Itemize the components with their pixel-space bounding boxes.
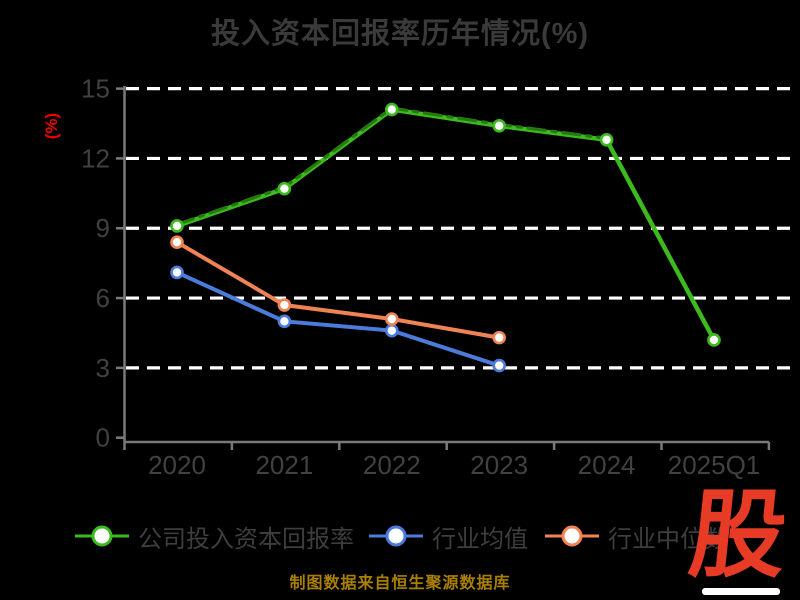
y-tick-label: 6 bbox=[96, 283, 110, 313]
chart-title: 投入资本回报率历年情况(%) bbox=[210, 18, 590, 50]
chart-legend: 公司投入资本回报率 行业均值 行业中位数 bbox=[0, 521, 800, 553]
data-source-note: 制图数据来自恒生聚源数据库 bbox=[289, 575, 511, 592]
x-tick-label-2020: 2020 bbox=[148, 450, 206, 480]
company-roic-point-2024 bbox=[599, 133, 614, 147]
stock-logo-text: 股 bbox=[684, 482, 792, 589]
industry-average-point-2020 bbox=[170, 265, 184, 280]
x-tick-label-2025Q1: 2025Q1 bbox=[668, 450, 761, 480]
y-tick-label: 0 bbox=[96, 423, 110, 453]
company-roic-point-2023 bbox=[492, 119, 507, 133]
company-roic-point-2021 bbox=[277, 181, 292, 196]
x-tick-label-2022: 2022 bbox=[363, 450, 421, 480]
industry-median-point-2022 bbox=[384, 312, 399, 326]
x-tick-label-2024: 2024 bbox=[578, 450, 636, 480]
y-tick-label: 12 bbox=[81, 143, 110, 173]
x-tick-label-2023: 2023 bbox=[470, 450, 528, 480]
y-tick-label: 15 bbox=[81, 74, 110, 104]
y-tick-label: 9 bbox=[96, 213, 110, 243]
industry-median-point-2023 bbox=[492, 330, 507, 345]
y-tick-label: 3 bbox=[96, 353, 110, 383]
company-roic-point-2025Q1 bbox=[707, 333, 721, 347]
industry-median-point-2020 bbox=[170, 235, 184, 250]
company-roic-line bbox=[174, 107, 717, 343]
legend-marker-industry-median bbox=[545, 525, 599, 547]
company-roic-point-2022 bbox=[384, 102, 399, 117]
legend-item-company-roic: 公司投入资本回报率 bbox=[74, 521, 354, 553]
company-roic-overlay-line bbox=[175, 106, 609, 227]
legend-item-industry-average: 行业均值 bbox=[368, 521, 528, 553]
legend-marker-industry-average bbox=[369, 525, 423, 547]
industry-median-line bbox=[175, 240, 502, 340]
legend-marker-company-roic bbox=[75, 525, 129, 547]
industry-average-line bbox=[175, 270, 502, 368]
industry-median-point-2021 bbox=[277, 298, 292, 312]
legend-label-industry-average: 行业均值 bbox=[432, 525, 528, 553]
industry-average-point-2023 bbox=[492, 358, 507, 373]
legend-label-industry-median: 行业中位数 bbox=[608, 525, 728, 553]
company-roic-point-2020 bbox=[170, 219, 184, 233]
industry-average-point-2021 bbox=[277, 314, 292, 329]
logo-underline-bar bbox=[702, 588, 780, 595]
legend-label-company-roic: 公司投入资本回报率 bbox=[138, 525, 354, 553]
legend-item-industry-median: 行业中位数 bbox=[544, 521, 728, 553]
industry-average-point-2022 bbox=[384, 323, 399, 338]
x-tick-label-2021: 2021 bbox=[255, 450, 313, 480]
